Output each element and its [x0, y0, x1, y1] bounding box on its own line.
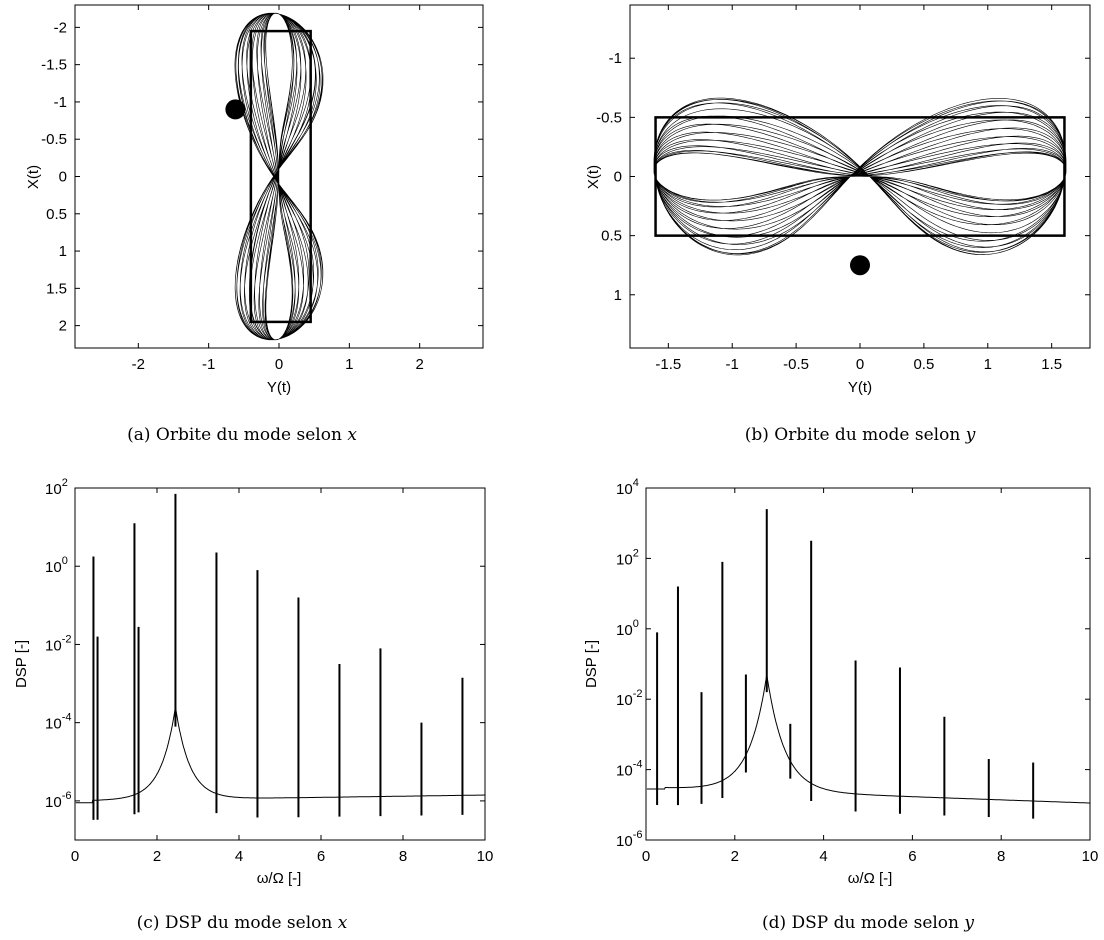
panel-b-ytick-label: 1 [614, 287, 622, 304]
panel-b-caption: (b) Orbite du mode selon y [745, 425, 976, 445]
panel-c-ytick-label: 100 [45, 555, 68, 576]
panel-b-ticks: -1.5 -1 -0.5 0 0.5 1 1.5 -1 -0.5 0 0.5 1 [596, 5, 1090, 373]
panel-d-ytick-label: 100 [616, 618, 639, 639]
panel-a-ytick-label: 2 [59, 318, 67, 335]
panel-a-ytick-label: -0.5 [41, 131, 67, 148]
panel-d-ytick-label: 104 [616, 477, 639, 498]
panel-d-xtick-label: 10 [1082, 848, 1099, 865]
panel-c-xtick-label: 4 [235, 848, 243, 865]
panel-c-xtick-label: 0 [71, 848, 79, 865]
panel-c-ytick-label: 10-2 [45, 633, 71, 654]
panel-b-xtick-label: 1.5 [1041, 356, 1062, 373]
panel-d-xtick-label: 6 [908, 848, 916, 865]
panel-d-xtick-label: 4 [819, 848, 827, 865]
panel-b-curves [653, 97, 1067, 276]
panel-b-xtick-label: -1.5 [655, 356, 681, 373]
panel-b-ytick-label: -1 [609, 50, 622, 67]
panel-b-ytick-label: 0 [614, 169, 622, 186]
panel-a-marker [225, 99, 246, 120]
panel-a-ylabel: X(t) [25, 165, 42, 189]
panel-c-curves [75, 493, 485, 820]
panel-d-dsp-y: 0 2 4 6 8 10 10-6 10-4 10-2 100 102 104 ω/Ω [-] DSP… [583, 477, 1098, 933]
panel-b-caption-prefix: (b) Orbite du mode selon [745, 425, 966, 445]
panel-a-ticks: -2 -1 0 1 2 -2 -1.5 -1 -0.5 0 0.5 1 1.5 2 [41, 5, 483, 373]
panel-b-xtick-label: 1 [984, 356, 992, 373]
panel-b-xtick-label: 0.5 [913, 356, 934, 373]
panel-a-xlabel: Y(t) [267, 379, 291, 396]
panel-b-orbit-y: -1.5 -1 -0.5 0 0.5 1 1.5-1-0.500.51 Y(t) X(t) … [585, 4, 1091, 445]
panel-d-caption-prefix: (d) DSP du mode selon [762, 913, 964, 933]
panel-d-ytick-label: 10-2 [616, 688, 642, 709]
panel-b-ytick-label: 0.5 [601, 228, 622, 245]
panel-a-ytick-label: 1.5 [46, 280, 67, 297]
panel-a-caption-prefix: (a) Orbite du mode selon [127, 425, 347, 445]
panel-b-caption-var: y [965, 425, 976, 445]
panel-b-orbit-trajectory [653, 97, 1067, 256]
panel-d-xtick-label: 0 [642, 848, 650, 865]
panel-d-ticks: 0 2 4 6 8 10 10-6 10-4 10-2 100 102 104 [616, 477, 1098, 865]
panel-b-ylabel: X(t) [585, 165, 602, 189]
panel-c-xtick-label: 2 [153, 848, 161, 865]
panel-c-caption-var: x [338, 913, 348, 933]
panel-c-xlabel: ω/Ω [-] [257, 870, 302, 887]
panel-a-ytick-label: -1 [54, 94, 67, 111]
panel-c-ylabel: DSP [-] [13, 640, 30, 688]
panel-a-caption-var: x [347, 425, 357, 445]
panel-c-ticks: 0 2 4 6 8 10 10-6 10-4 10-2 100 102 [45, 477, 493, 865]
panel-d-curves [646, 509, 1090, 819]
panel-b-ytick-label: -0.5 [596, 109, 622, 126]
panel-c-ytick-label: 10-6 [45, 790, 71, 811]
panel-c-dsp-x: 0 2 4 6 8 10 10-6 10-4 10-2 100 102 ω/Ω [-] DSP [-… [13, 477, 493, 933]
panel-d-ytick-label: 10-4 [616, 759, 642, 780]
panel-c-baseline [75, 707, 485, 804]
panel-b-xlabel: Y(t) [848, 379, 872, 396]
panel-a-xtick-label: -1 [202, 356, 215, 373]
panel-d-ytick-label: 102 [616, 547, 639, 568]
panel-d-caption-var: y [963, 913, 974, 933]
panel-d-frame [645, 487, 1091, 841]
panel-a-xtick-label: -2 [132, 356, 145, 373]
panel-a-ytick-label: 0 [59, 169, 67, 186]
panel-c-ytick-label: 10-4 [45, 712, 71, 733]
panel-d-caption: (d) DSP du mode selon y [762, 913, 974, 933]
panel-a-ytick-label: 1 [59, 243, 67, 260]
panel-c-caption: (c) DSP du mode selon x [137, 913, 348, 933]
panel-a-xtick-label: 2 [416, 356, 424, 373]
panel-a-curves [225, 12, 324, 341]
panel-b-marker [850, 255, 870, 276]
panel-a-orbit-envelope [249, 29, 312, 324]
panel-c-xtick-label: 8 [399, 848, 407, 865]
panel-a-ytick-label: 0.5 [46, 206, 67, 223]
panel-c-xtick-label: 10 [477, 848, 494, 865]
panel-a-ytick-label: -1.5 [41, 57, 67, 74]
panel-b-orbit-envelope [654, 116, 1066, 237]
panel-a-caption: (a) Orbite du mode selon x [127, 425, 357, 445]
panel-a-orbit-x: -2 -1 0 1 2 -2 -1.5 -1 -0.5 0 0.5 1 1.5 2 Y(t) X(t) (… [25, 4, 484, 445]
panel-d-xlabel: ω/Ω [-] [848, 870, 893, 887]
panel-b-xtick-label: -0.5 [783, 356, 809, 373]
panel-a-xtick-label: 1 [345, 356, 353, 373]
panel-c-ytick-label: 102 [45, 477, 68, 498]
panel-d-xtick-label: 8 [997, 848, 1005, 865]
panel-a-xtick-label: 0 [275, 356, 283, 373]
panel-d-baseline [646, 675, 1090, 804]
panel-c-frame [74, 487, 486, 841]
panel-d-xtick-label: 2 [731, 848, 739, 865]
panel-c-xtick-label: 6 [317, 848, 325, 865]
panel-c-caption-prefix: (c) DSP du mode selon [137, 913, 338, 933]
panel-b-xtick-label: 0 [856, 356, 864, 373]
panel-a-ytick-label: -2 [54, 19, 67, 36]
panel-b-xtick-label: -1 [726, 356, 739, 373]
panel-d-ylabel: DSP [-] [583, 640, 600, 688]
panel-d-ytick-label: 10-6 [616, 829, 642, 850]
